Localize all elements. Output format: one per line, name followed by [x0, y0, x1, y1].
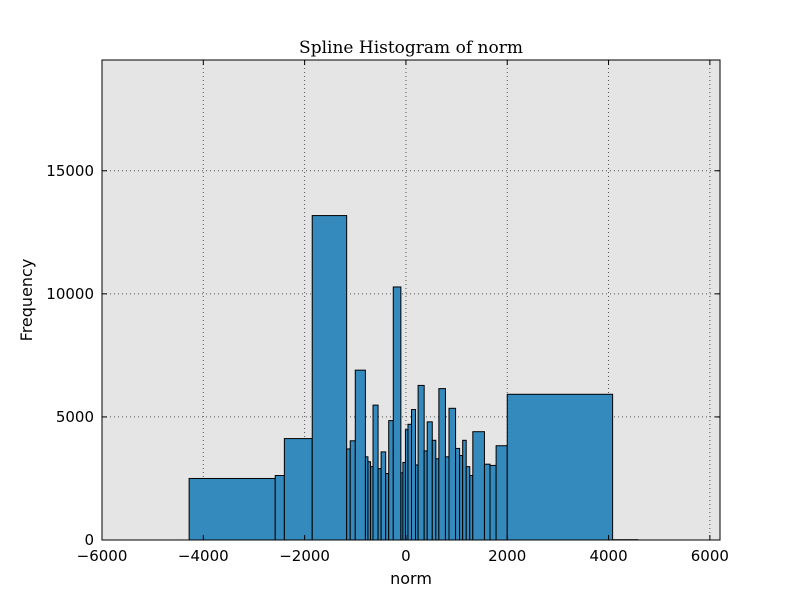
histogram-bar	[407, 423, 413, 541]
histogram-bar	[465, 466, 471, 541]
histogram-bar	[495, 445, 508, 541]
y-tick-label: 5000	[56, 408, 94, 426]
histogram-bar	[411, 409, 417, 541]
histogram-bar	[346, 448, 351, 541]
y-axis-label: Frequency	[17, 259, 36, 342]
histogram-bar	[506, 393, 614, 541]
histogram-bar	[448, 407, 457, 541]
y-tick-label: 15000	[46, 162, 94, 180]
histogram-bar	[455, 447, 461, 541]
x-tick-label: −2000	[279, 547, 330, 565]
x-tick-label: 6000	[691, 547, 729, 565]
histogram-bar	[354, 369, 366, 541]
x-tick-label: 4000	[589, 547, 627, 565]
x-tick-label: −4000	[178, 547, 229, 565]
histogram-bar	[462, 439, 467, 541]
x-tick-label: 0	[401, 547, 411, 565]
x-axis-label: norm	[390, 569, 432, 588]
histogram-bars	[188, 215, 639, 541]
histogram-bar	[426, 421, 433, 541]
y-tick-label: 0	[84, 531, 94, 549]
y-tick-label: 10000	[46, 285, 94, 303]
histogram-bar	[472, 431, 485, 541]
histogram-bar	[372, 404, 379, 541]
histogram-bar	[431, 439, 437, 541]
histogram-bar	[188, 477, 276, 541]
histogram-bar	[483, 463, 491, 541]
histogram-bar	[380, 451, 387, 541]
histogram-bar	[417, 384, 425, 541]
plot-frame	[101, 59, 721, 541]
histogram-bar	[388, 420, 394, 541]
x-tick-label: 2000	[488, 547, 526, 565]
x-tick-label: −6000	[77, 547, 128, 565]
histogram-bar	[349, 440, 356, 541]
histogram-bar	[283, 438, 313, 541]
histogram-bar	[444, 456, 450, 541]
histogram-bar	[392, 286, 402, 541]
histogram-bar	[489, 464, 497, 541]
histogram-bar	[438, 388, 446, 541]
chart-title: Spline Histogram of norm	[299, 38, 523, 58]
axis-ticks: −6000 −4000 −2000 0 2000 4000 6000 0 5000 10000 15…	[46, 60, 729, 565]
histogram-bar	[311, 215, 348, 541]
histogram-bar	[274, 475, 285, 541]
